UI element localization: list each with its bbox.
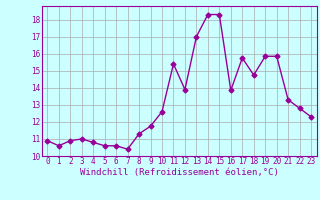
X-axis label: Windchill (Refroidissement éolien,°C): Windchill (Refroidissement éolien,°C) bbox=[80, 168, 279, 177]
